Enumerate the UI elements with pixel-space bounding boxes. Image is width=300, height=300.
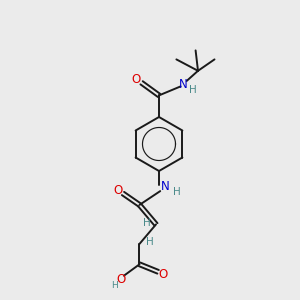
Text: H: H — [189, 85, 197, 95]
Text: H: H — [111, 281, 118, 290]
Text: O: O — [117, 273, 126, 286]
Text: N: N — [178, 78, 188, 92]
Text: N: N — [161, 180, 170, 194]
Text: O: O — [159, 268, 168, 281]
Text: O: O — [113, 184, 122, 197]
Text: H: H — [172, 187, 180, 197]
Text: H: H — [146, 237, 154, 248]
Text: H: H — [142, 218, 150, 228]
Text: O: O — [132, 73, 141, 86]
